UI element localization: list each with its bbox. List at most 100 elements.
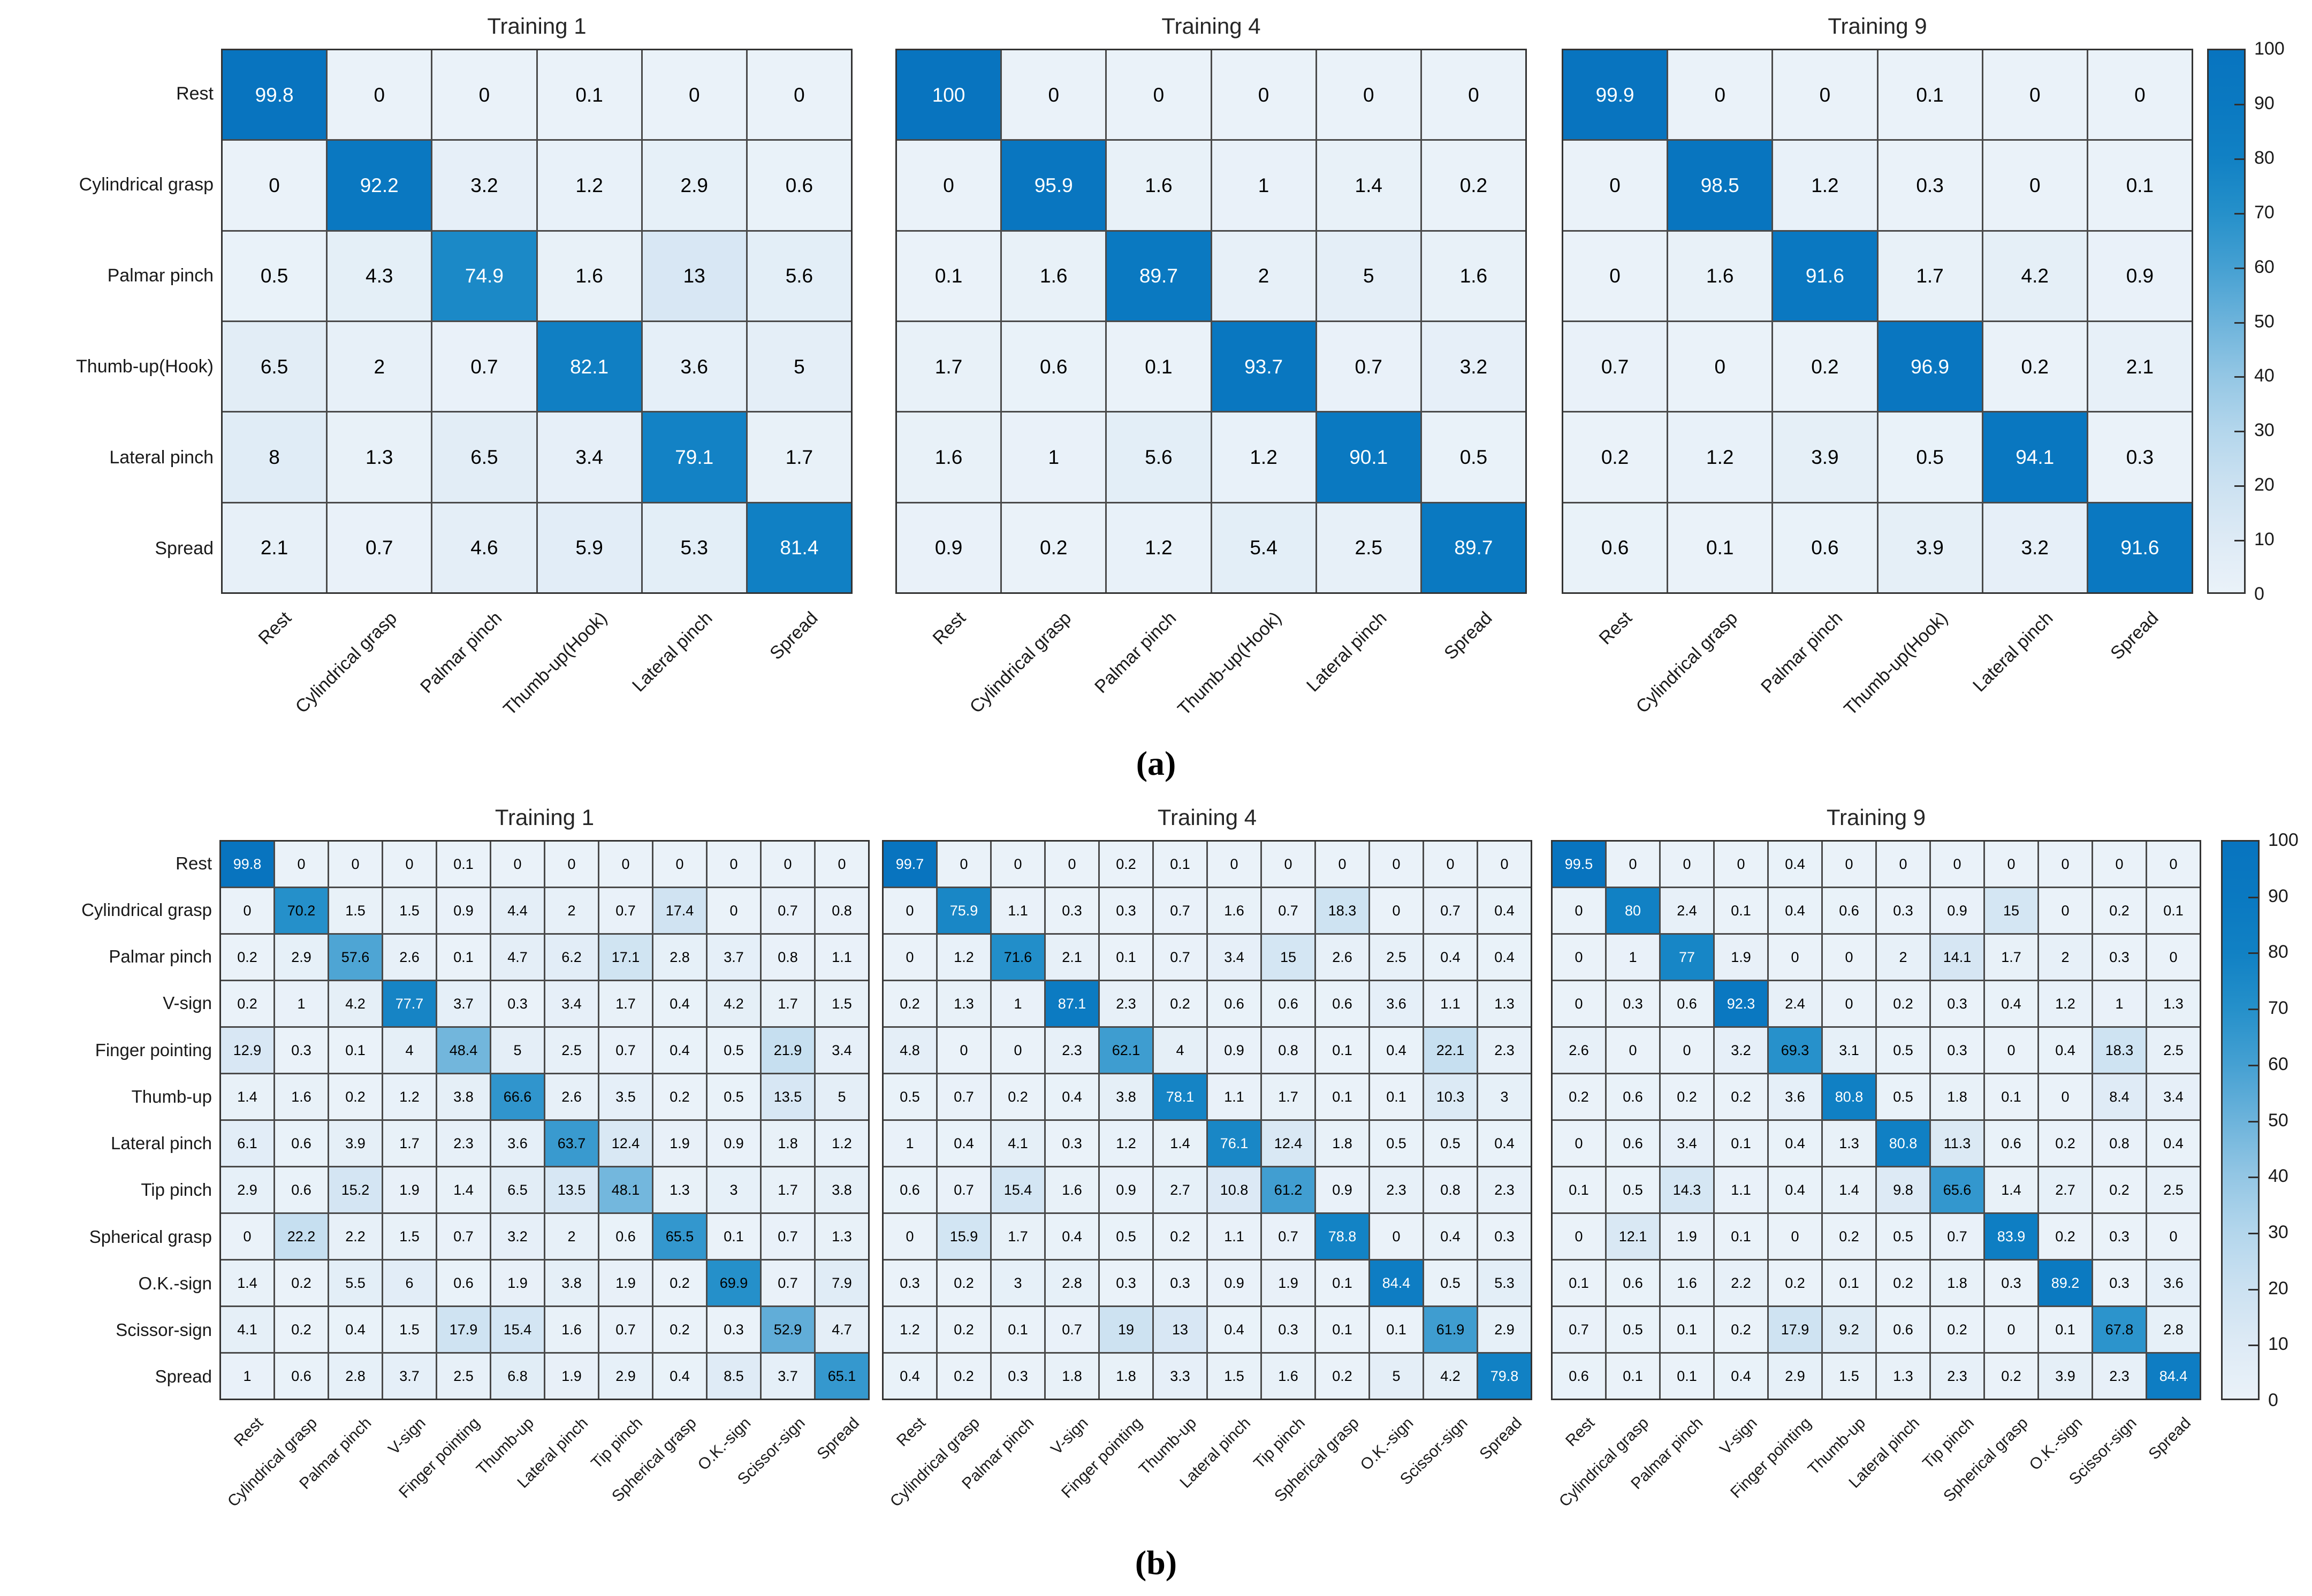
col-label: Spread bbox=[813, 1414, 863, 1463]
matrix-cell: 0.2 bbox=[1823, 1214, 1875, 1259]
matrix-cell: 2.9 bbox=[221, 1167, 273, 1212]
matrix-cell: 82.1 bbox=[537, 322, 641, 411]
colorbar-tick-label: 80 bbox=[2254, 147, 2275, 168]
matrix-cell: 3.6 bbox=[491, 1121, 544, 1166]
matrix-cell: 1.6 bbox=[545, 1307, 598, 1352]
matrix-cell: 0 bbox=[1107, 50, 1211, 140]
colorbar-tick-label: 40 bbox=[2254, 365, 2275, 386]
matrix-cell: 0.6 bbox=[1823, 888, 1875, 933]
matrix-cell: 0.8 bbox=[1424, 1167, 1477, 1212]
matrix-cell: 0.4 bbox=[1424, 1214, 1477, 1259]
matrix-cell: 1 bbox=[1607, 935, 1659, 980]
matrix-cell: 0.3 bbox=[1262, 1307, 1314, 1352]
matrix-cell: 0 bbox=[2039, 842, 2092, 887]
matrix-cell: 0.4 bbox=[653, 1028, 706, 1073]
colorbar-tick-label: 100 bbox=[2268, 830, 2299, 850]
colorbar-tick-label: 100 bbox=[2254, 39, 2285, 59]
matrix-cell: 0.1 bbox=[1154, 842, 1206, 887]
matrix-cell: 1.7 bbox=[897, 322, 1001, 411]
matrix-cell: 2 bbox=[328, 322, 431, 411]
matrix-cell: 2.9 bbox=[275, 935, 328, 980]
matrix-cell: 1.5 bbox=[816, 981, 868, 1026]
matrix-cell: 15.4 bbox=[992, 1167, 1044, 1212]
matrix-cell: 0.2 bbox=[1715, 1307, 1767, 1352]
matrix-cell: 1.1 bbox=[1715, 1167, 1767, 1212]
matrix-cell: 1.1 bbox=[992, 888, 1044, 933]
matrix-cell: 13.5 bbox=[762, 1074, 814, 1119]
matrix-cell: 4.2 bbox=[1983, 231, 2087, 320]
matrix-cell: 0.7 bbox=[599, 888, 652, 933]
matrix-cell: 0.7 bbox=[1317, 322, 1420, 411]
matrix-cell: 13.5 bbox=[545, 1167, 598, 1212]
matrix-cell: 0.3 bbox=[275, 1028, 328, 1073]
matrix-cell: 78.8 bbox=[1316, 1214, 1368, 1259]
colorbar-tick-label: 0 bbox=[2268, 1390, 2278, 1410]
matrix-cell: 12.4 bbox=[1262, 1121, 1314, 1166]
matrix-cell: 0.1 bbox=[437, 935, 490, 980]
matrix-cell: 0.5 bbox=[884, 1074, 936, 1119]
matrix-cell: 0 bbox=[599, 842, 652, 887]
matrix-cell: 0.9 bbox=[2088, 231, 2192, 320]
matrix-cell: 84.4 bbox=[2147, 1354, 2200, 1399]
matrix-cell: 17.9 bbox=[1769, 1307, 1821, 1352]
col-label: Rest bbox=[929, 608, 970, 649]
matrix-cell: 99.8 bbox=[223, 50, 326, 140]
matrix-cell: 2.3 bbox=[1046, 1028, 1098, 1073]
col-label: Rest bbox=[893, 1414, 929, 1450]
matrix-cell: 1.2 bbox=[1773, 141, 1877, 230]
matrix-cell: 0.9 bbox=[897, 503, 1001, 592]
col-label: Palmar pinch bbox=[1091, 608, 1181, 698]
matrix-cell: 2.5 bbox=[1370, 935, 1423, 980]
matrix-cell: 1.7 bbox=[383, 1121, 436, 1166]
matrix-cell: 0.5 bbox=[708, 1074, 760, 1119]
matrix-cell: 0.2 bbox=[653, 1261, 706, 1305]
matrix-cell: 0.6 bbox=[1607, 1074, 1659, 1119]
matrix-cell: 0 bbox=[1421, 50, 1525, 140]
colorbar-tick-label: 30 bbox=[2268, 1221, 2288, 1242]
matrix-cell: 0.3 bbox=[1100, 888, 1152, 933]
matrix-cell: 0.5 bbox=[708, 1028, 760, 1073]
row-label: Finger pointing bbox=[95, 1040, 212, 1060]
matrix-cell: 5 bbox=[1370, 1354, 1423, 1399]
matrix-cell: 2.1 bbox=[1046, 935, 1098, 980]
confusion-matrix-training-1-a: 99.8 0 0 0.1 0 0 0 92.2 3.2 1.2 2.9 0.6 0.5 4.3 74.9 1.… bbox=[221, 49, 853, 594]
matrix-cell: 0.3 bbox=[1478, 1214, 1531, 1259]
matrix-cell: 1.4 bbox=[221, 1074, 273, 1119]
matrix-cell: 0 bbox=[329, 842, 382, 887]
matrix-cell: 67.8 bbox=[2093, 1307, 2146, 1352]
col-label: V-sign bbox=[1716, 1414, 1761, 1458]
matrix-cell: 0.7 bbox=[1262, 888, 1314, 933]
matrix-cell: 1.6 bbox=[275, 1074, 328, 1119]
matrix-cell: 99.8 bbox=[221, 842, 273, 887]
matrix-cell: 3.3 bbox=[1154, 1354, 1206, 1399]
matrix-cell: 0.4 bbox=[1046, 1214, 1098, 1259]
matrix-cell: 18.3 bbox=[1316, 888, 1368, 933]
matrix-cell: 0.2 bbox=[221, 981, 273, 1026]
matrix-cell: 3 bbox=[1478, 1074, 1531, 1119]
matrix-cell: 0 bbox=[1607, 842, 1659, 887]
matrix-cell: 3.8 bbox=[545, 1261, 598, 1305]
matrix-cell: 1.5 bbox=[383, 888, 436, 933]
row-label: Tip pinch bbox=[141, 1180, 212, 1200]
col-label: Spread bbox=[2144, 1414, 2194, 1463]
col-label: Rest bbox=[231, 1414, 267, 1450]
matrix-cell: 12.9 bbox=[221, 1028, 273, 1073]
matrix-cell: 1.6 bbox=[1262, 1354, 1314, 1399]
matrix-cell: 83.9 bbox=[1985, 1214, 2037, 1259]
matrix-cell: 13 bbox=[1154, 1307, 1206, 1352]
matrix-cell: 0 bbox=[491, 842, 544, 887]
row-label: Cylindrical grasp bbox=[81, 899, 212, 920]
matrix-cell: 0 bbox=[762, 842, 814, 887]
matrix-cell: 65.6 bbox=[1931, 1167, 1983, 1212]
matrix-cell: 48.4 bbox=[437, 1028, 490, 1073]
matrix-cell: 3.7 bbox=[383, 1354, 436, 1399]
matrix-cell: 2.5 bbox=[437, 1354, 490, 1399]
matrix-cell: 8 bbox=[223, 413, 326, 502]
colorbar-tick bbox=[2248, 1288, 2258, 1290]
col-label: Spread bbox=[1476, 1414, 1525, 1463]
matrix-cell: 15.4 bbox=[491, 1307, 544, 1352]
matrix-cell: 0 bbox=[1769, 1214, 1821, 1259]
matrix-cell: 0.6 bbox=[275, 1354, 328, 1399]
matrix-cell: 2 bbox=[545, 888, 598, 933]
matrix-cell: 6 bbox=[383, 1261, 436, 1305]
